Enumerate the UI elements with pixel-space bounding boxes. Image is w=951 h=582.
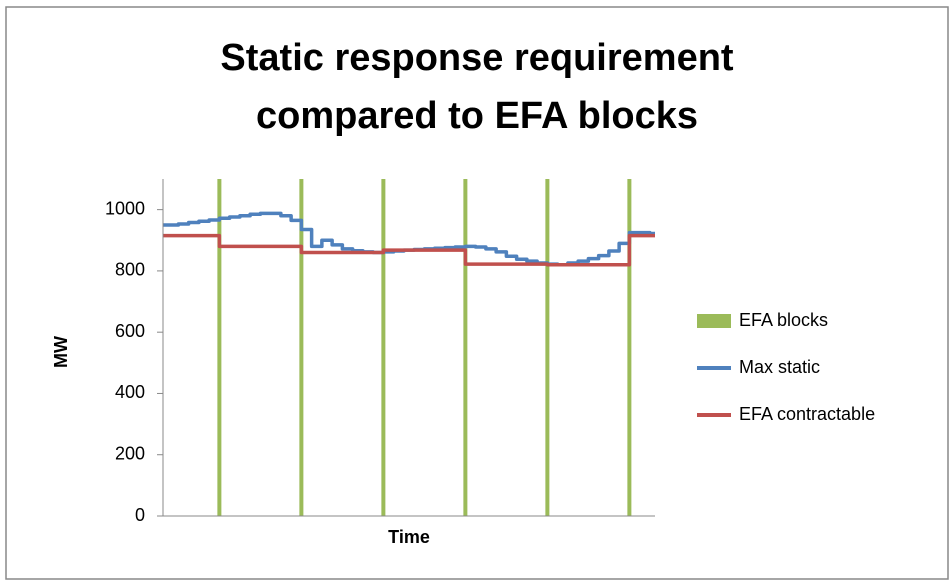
efa-block — [217, 179, 222, 516]
chart-title: Static response requirement — [220, 37, 734, 79]
chart-border — [5, 6, 949, 580]
x-axis-label: Time — [388, 527, 430, 547]
series-line — [163, 233, 655, 267]
efa-block — [545, 179, 550, 516]
y-tick-label: 400 — [115, 382, 145, 402]
efa-block — [299, 179, 304, 516]
efa-block — [463, 179, 468, 516]
y-tick-label: 0 — [135, 505, 145, 525]
y-tick-label: 800 — [115, 260, 145, 280]
legend-label: EFA blocks — [739, 310, 828, 330]
y-tick-label: 600 — [115, 321, 145, 341]
legend-swatch — [697, 314, 731, 328]
chart-title: compared to EFA blocks — [256, 95, 698, 137]
y-tick-label: 1000 — [105, 198, 145, 218]
y-axis-label: MW — [51, 336, 71, 368]
legend-label: Max static — [739, 357, 820, 377]
efa-block — [381, 179, 386, 516]
legend-label: EFA contractable — [739, 404, 875, 424]
efa-block — [627, 179, 632, 516]
y-tick-label: 200 — [115, 443, 145, 463]
